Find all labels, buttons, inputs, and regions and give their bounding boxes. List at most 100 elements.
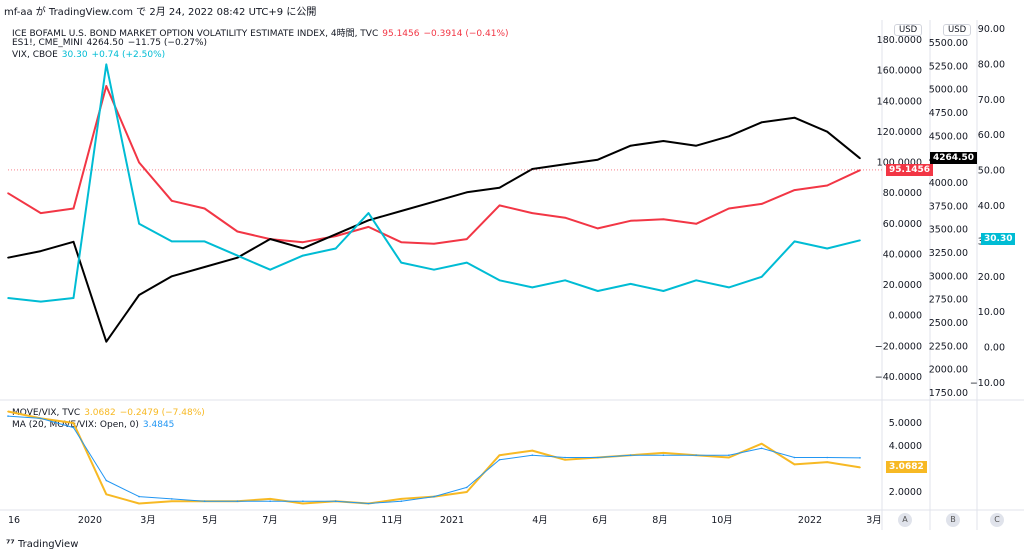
- data-point: [72, 426, 75, 429]
- data-point: [203, 207, 206, 210]
- legend-series-value: 30.30: [61, 50, 88, 60]
- legend-series-value: 3.0682: [84, 408, 116, 418]
- price-box-vix: 30.30: [981, 233, 1016, 245]
- legend-entry[interactable]: ES1!, CME_MINI 4264.50 −11.75 (−0.27%): [12, 38, 211, 48]
- data-point: [826, 461, 829, 463]
- data-point: [7, 410, 9, 413]
- data-point: [564, 456, 566, 459]
- legend-series-name: MOVE/VIX, TVC: [12, 408, 81, 418]
- footer[interactable]: ⁷⁷ TradingView: [6, 539, 78, 550]
- currency-label-a[interactable]: USD: [894, 24, 923, 36]
- data-point: [728, 454, 730, 457]
- axis-a-tick: 80.0000: [883, 188, 922, 199]
- data-point: [728, 135, 730, 138]
- data-point: [760, 447, 763, 450]
- data-point: [597, 456, 599, 459]
- x-axis-tick: 16: [8, 515, 20, 526]
- data-point: [39, 212, 42, 214]
- axis-c-tick: 60.00: [978, 130, 1005, 141]
- price-box-ratio: 3.0682: [886, 461, 927, 473]
- data-point: [465, 491, 468, 493]
- legend-series-change: −0.3914 (−0.41%): [423, 29, 509, 39]
- data-point: [367, 226, 370, 228]
- data-point: [826, 247, 829, 250]
- data-point: [728, 286, 730, 289]
- data-point: [400, 498, 403, 500]
- data-point: [72, 297, 75, 299]
- axis-b-tick: 3000.00: [929, 271, 968, 282]
- axis-c-tick: 0.00: [984, 343, 1005, 354]
- axis-button-a[interactable]: A: [898, 513, 912, 527]
- data-point: [138, 495, 140, 498]
- axis-b-tick: 5500.00: [929, 38, 968, 49]
- legend-series-name: VIX, CBOE: [12, 50, 58, 60]
- data-point: [105, 493, 108, 496]
- axis-b-tick: 3250.00: [929, 248, 968, 259]
- data-point: [7, 192, 9, 194]
- data-point: [728, 207, 730, 210]
- legend-entry[interactable]: ICE BOFAML U.S. BOND MARKET OPTION VOLAT…: [12, 26, 513, 39]
- data-point: [531, 286, 534, 289]
- x-axis-tick: 4月: [532, 515, 548, 526]
- data-point: [433, 242, 435, 245]
- data-point: [629, 144, 632, 147]
- axis-c-tick: 90.00: [978, 24, 1005, 35]
- data-point: [367, 502, 370, 505]
- data-point: [531, 212, 534, 214]
- x-axis-tick: 11月: [381, 515, 403, 526]
- data-point: [171, 275, 173, 278]
- axis-b-tick: 2750.00: [929, 295, 968, 306]
- axis-button-b[interactable]: B: [946, 513, 960, 527]
- data-point: [662, 452, 665, 454]
- publish-header: mf-aa が TradingView.com で 2月 24, 2022 08…: [4, 7, 317, 18]
- data-point: [203, 500, 206, 503]
- data-point: [498, 454, 501, 457]
- x-axis-tick: 2021: [440, 515, 464, 526]
- data-point: [400, 261, 403, 264]
- data-point: [105, 340, 108, 343]
- legend-series-change: −11.75 (−0.27%): [127, 38, 208, 48]
- data-point: [105, 63, 108, 66]
- data-point: [760, 203, 763, 205]
- axis-a-tick: 160.0000: [877, 66, 922, 77]
- axis-b-tick: 2250.00: [929, 341, 968, 352]
- data-point: [498, 459, 501, 461]
- data-point: [695, 144, 697, 147]
- legend-entry[interactable]: VIX, CBOE 30.30 +0.74 (+2.50%): [12, 50, 169, 60]
- axis-button-c[interactable]: C: [990, 513, 1004, 527]
- axis-low-tick: 4.0000: [889, 441, 922, 452]
- data-point: [138, 502, 140, 505]
- x-axis-tick: 7月: [262, 515, 278, 526]
- series-line: [7, 63, 861, 303]
- data-point: [105, 85, 108, 87]
- data-point: [269, 500, 271, 503]
- axis-b-tick: 4750.00: [929, 108, 968, 119]
- data-point: [400, 500, 403, 503]
- data-point: [662, 140, 665, 142]
- data-point: [793, 240, 796, 243]
- data-point: [138, 294, 140, 296]
- data-point: [203, 240, 206, 243]
- currency-label-b[interactable]: USD: [943, 24, 972, 36]
- data-point: [138, 161, 140, 164]
- data-point: [597, 227, 599, 230]
- axis-c-tick: 10.00: [978, 307, 1005, 318]
- data-point: [138, 222, 140, 225]
- data-point: [171, 498, 173, 500]
- data-point: [498, 279, 501, 282]
- axis-a-tick: −20.0000: [875, 341, 922, 352]
- axis-c-tick: 80.00: [978, 59, 1005, 70]
- legend-series-change: −0.2479 (−7.48%): [119, 408, 205, 418]
- legend-series-name: ES1!, CME_MINI: [12, 38, 83, 48]
- data-point: [203, 266, 206, 268]
- data-point: [760, 442, 763, 445]
- axis-c-tick: 20.00: [978, 272, 1005, 283]
- data-point: [859, 466, 861, 469]
- data-point: [39, 300, 42, 303]
- legend-entry[interactable]: MOVE/VIX, TVC 3.0682 −0.2479 (−7.48%): [12, 408, 209, 418]
- data-point: [400, 210, 403, 212]
- data-point: [302, 502, 304, 505]
- data-point: [597, 290, 599, 292]
- data-point: [72, 207, 75, 210]
